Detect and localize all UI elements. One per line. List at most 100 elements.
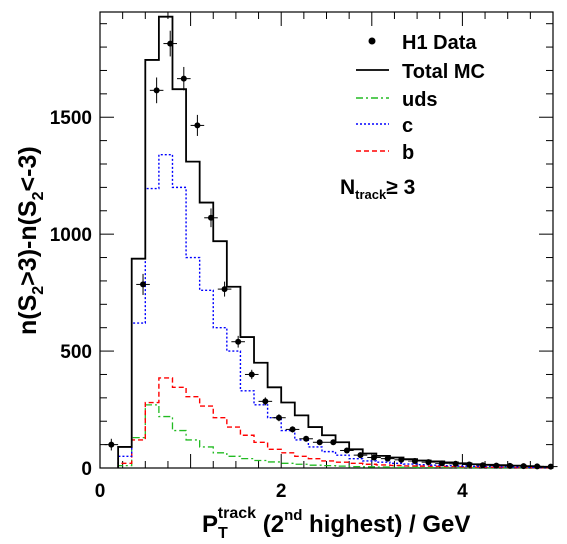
data-point-marker	[248, 371, 255, 378]
data-point	[190, 114, 205, 136]
data-point	[340, 447, 354, 454]
axis-ticks	[99, 12, 554, 469]
legend-label-uds: uds	[402, 89, 438, 111]
data-point-marker	[466, 461, 473, 468]
data-point-marker	[235, 338, 242, 345]
data-point	[503, 462, 517, 469]
data-point	[380, 455, 395, 462]
tick-labels: 0 2 4 0 500 1000 1500	[50, 108, 468, 502]
y-tick-label: 1000	[50, 225, 92, 246]
legend-label-total-mc: Total MC	[402, 61, 485, 83]
data-point-marker	[140, 281, 147, 288]
data-point	[367, 454, 381, 461]
data-point-marker	[303, 435, 310, 442]
y-tick-label: 500	[60, 342, 92, 363]
ntrack-main: N	[340, 176, 355, 199]
y-axis-title: n(S2>3)-n(S2<-3)	[14, 146, 47, 335]
data-point	[421, 459, 436, 466]
x-tick-label: 2	[276, 481, 287, 502]
ylabel-part1: n(S	[14, 295, 42, 335]
data-point	[462, 461, 476, 468]
data-point-marker	[452, 460, 459, 467]
data-point-marker	[384, 455, 391, 462]
data-point	[177, 66, 191, 91]
data-point	[285, 426, 300, 433]
data-point	[326, 439, 341, 446]
legend-label-h1-data: H1 Data	[402, 32, 477, 54]
x-tick-label: 0	[95, 481, 106, 502]
data-point-marker	[221, 286, 228, 293]
data-point	[217, 281, 232, 297]
data-point	[231, 335, 245, 348]
xlabel-sup2: nd	[284, 507, 302, 524]
data-point-marker	[153, 87, 160, 94]
data-point-marker	[493, 462, 500, 469]
data-point	[136, 273, 150, 295]
legend: H1 Data Total MC uds c b	[356, 32, 485, 164]
data-point	[543, 463, 558, 470]
legend-marker-h1-data	[368, 37, 376, 45]
data-point-marker	[289, 426, 296, 433]
data-point-marker	[439, 460, 446, 467]
data-point-marker	[262, 398, 269, 405]
ylabel-part2: >3)-n(S	[14, 200, 42, 285]
data-point-marker	[167, 40, 174, 47]
ntrack-sub: track	[355, 187, 387, 202]
xlabel-sup: track	[218, 505, 256, 522]
data-point	[104, 438, 119, 451]
data-point-marker	[506, 462, 513, 469]
data-point	[163, 30, 178, 57]
y-tick-label: 0	[81, 459, 92, 480]
data-point-marker	[207, 214, 214, 221]
data-point	[394, 456, 409, 463]
x-tick-label: 4	[457, 481, 468, 502]
data-point-marker	[371, 454, 378, 461]
data-point	[312, 439, 327, 446]
data-point	[244, 369, 259, 380]
legend-label-c: c	[402, 115, 413, 137]
data-point-marker	[180, 75, 187, 82]
data-point-marker	[547, 463, 554, 470]
data-point	[149, 77, 164, 104]
data-point	[408, 457, 422, 464]
ylabel-sub1: 2	[30, 286, 47, 295]
data-point-marker	[194, 122, 201, 129]
data-point	[272, 414, 286, 422]
ntrack-annotation: Ntrack≥ 3	[340, 176, 415, 202]
ylabel-part3: <-3)	[14, 146, 42, 191]
data-point-marker	[343, 447, 350, 454]
data-point-marker	[316, 439, 323, 446]
data-point-marker	[425, 459, 432, 466]
data-point	[489, 462, 504, 469]
data-point-marker	[275, 414, 282, 421]
data-point	[516, 463, 531, 470]
xlabel-part2: (2	[256, 511, 284, 538]
data-point-marker	[534, 463, 541, 470]
data-points-layer	[104, 30, 558, 470]
series-b	[117, 377, 553, 469]
data-point-marker	[411, 457, 418, 464]
legend-label-b: b	[402, 142, 414, 164]
xlabel-sub: T	[218, 525, 228, 542]
ntrack-rest: ≥ 3	[386, 176, 415, 199]
data-point	[299, 435, 313, 442]
data-point	[448, 460, 463, 467]
data-point	[435, 460, 449, 467]
series-c	[117, 153, 553, 469]
data-point	[353, 452, 368, 459]
plot-frame	[99, 11, 554, 469]
data-point	[204, 208, 218, 228]
data-point-marker	[108, 441, 115, 448]
y-tick-label: 1500	[50, 108, 92, 129]
ylabel-sub2: 2	[30, 191, 47, 200]
data-point-marker	[520, 463, 527, 470]
xlabel-main: P	[202, 511, 218, 538]
data-point-marker	[479, 462, 486, 469]
data-point-marker	[398, 456, 405, 463]
data-point	[258, 397, 273, 406]
data-point-marker	[330, 439, 337, 446]
data-point	[475, 462, 490, 469]
data-point	[530, 463, 544, 470]
series-uds	[117, 404, 553, 469]
